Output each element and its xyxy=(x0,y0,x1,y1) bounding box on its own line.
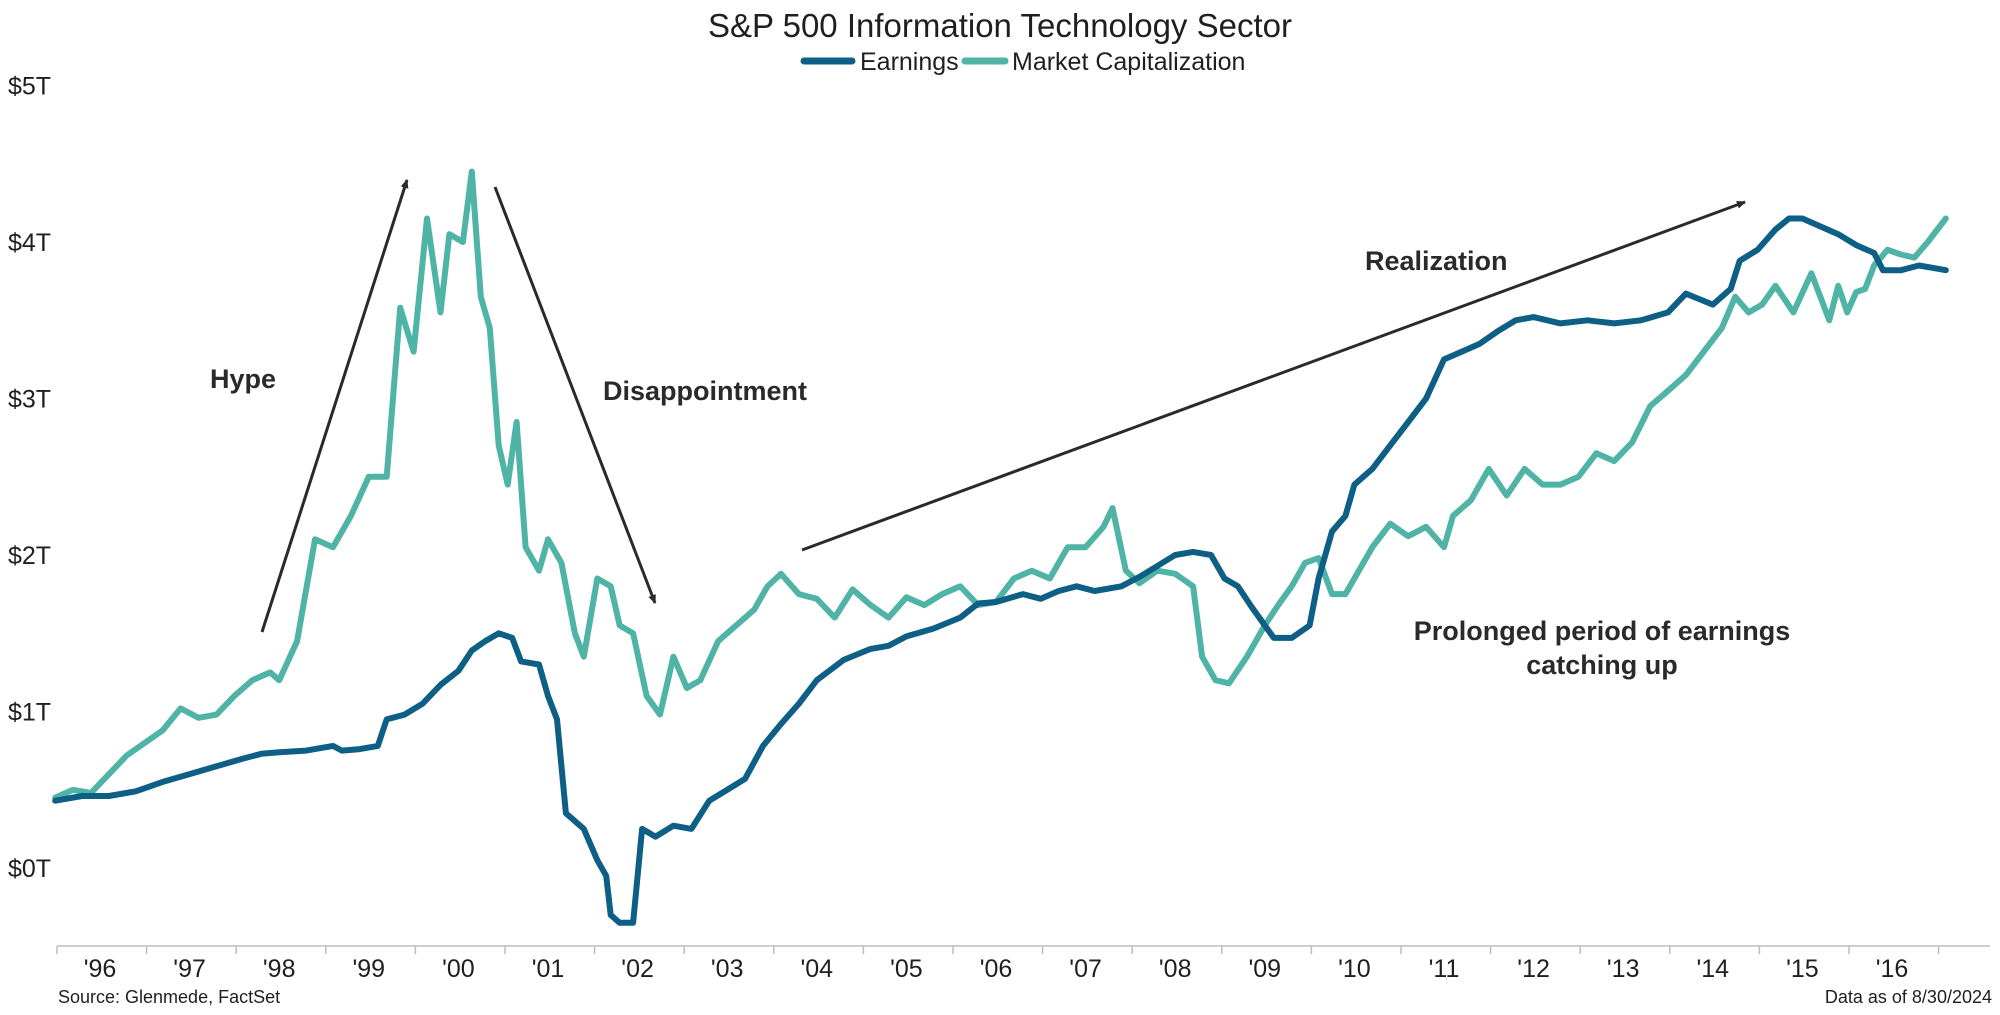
y-tick-label: $2T xyxy=(8,542,51,570)
y-tick-label: $0T xyxy=(8,855,51,883)
x-tick-label: '05 xyxy=(890,955,923,983)
x-tick-label: '14 xyxy=(1697,955,1730,983)
x-tick-label: '03 xyxy=(711,955,744,983)
x-tick-label: '09 xyxy=(1249,955,1282,983)
x-tick-label: '06 xyxy=(980,955,1013,983)
y-tick-label: $5T xyxy=(8,73,51,101)
series-line-earnings xyxy=(52,215,1949,926)
x-tick-label: '10 xyxy=(1338,955,1371,983)
annotation-arrows xyxy=(260,179,1746,633)
legend-label-market-cap: Market Capitalization xyxy=(1012,48,1245,76)
x-tick-label: '97 xyxy=(173,955,206,983)
y-axis-ticks: $0T $1T $2T $3T $4T $5T xyxy=(8,73,51,884)
annotation-disappointment: Disappointment xyxy=(603,376,807,406)
chart-title: S&P 500 Information Technology Sector xyxy=(708,7,1292,44)
data-as-of-note: Data as of 8/30/2024 xyxy=(1825,987,1992,1007)
x-tick-label: '11 xyxy=(1429,955,1460,983)
x-tick-label: '98 xyxy=(263,955,296,983)
y-tick-label: $3T xyxy=(8,386,51,414)
x-tick-label: '02 xyxy=(621,955,654,983)
x-tick-label: '12 xyxy=(1517,955,1550,983)
series-line-market-cap xyxy=(52,168,1949,801)
x-tick-label: '04 xyxy=(801,955,834,983)
legend: Earnings Market Capitalization xyxy=(800,48,1245,76)
x-tick-label: '01 xyxy=(532,955,565,983)
annotation-realization: Realization xyxy=(1365,246,1508,276)
disappointment-arrow xyxy=(493,186,657,604)
annotation-prolonged-line1: Prolonged period of earnings xyxy=(1414,616,1791,646)
x-tick-label: '16 xyxy=(1876,955,1909,983)
x-tick-label: '15 xyxy=(1786,955,1819,983)
y-tick-label: $1T xyxy=(8,699,51,727)
x-tick-label: '00 xyxy=(442,955,475,983)
x-tick-label: '99 xyxy=(353,955,386,983)
x-tick-label: '96 xyxy=(84,955,117,983)
series-lines xyxy=(52,168,1949,926)
y-tick-label: $4T xyxy=(8,229,51,257)
x-axis: '96 '97 '98 '99 '00 '01 '02 '03 '04 '05 '06 '07 '08 '… xyxy=(56,945,1990,983)
hype-arrow xyxy=(260,179,409,633)
annotation-prolonged-line2: catching up xyxy=(1526,650,1678,680)
source-note: Source: Glenmede, FactSet xyxy=(58,987,280,1007)
realization-arrow xyxy=(801,200,1746,552)
x-tick-label: '08 xyxy=(1159,955,1192,983)
annotation-hype: Hype xyxy=(210,364,276,394)
x-tick-label: '07 xyxy=(1069,955,1102,983)
legend-label-earnings: Earnings xyxy=(860,48,959,76)
x-tick-label: '13 xyxy=(1607,955,1640,983)
